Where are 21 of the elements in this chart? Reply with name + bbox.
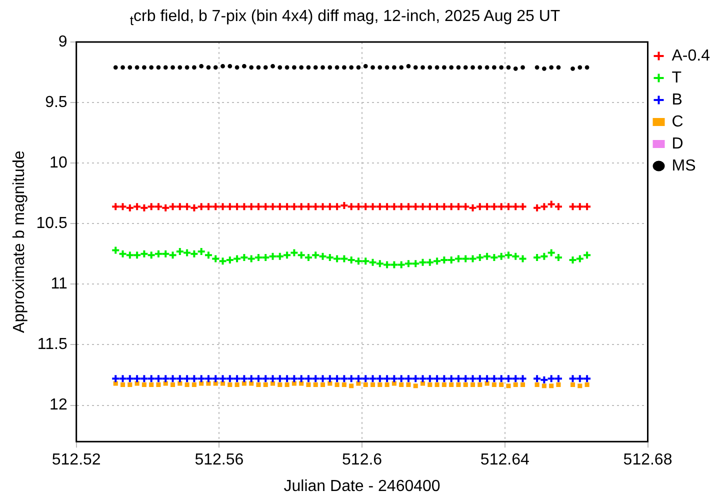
y-tick-label: 11 xyxy=(50,276,68,293)
x-tick-label: 512.64 xyxy=(480,452,530,469)
y-tick-label: 10.5 xyxy=(36,215,68,232)
y-tick-label: 9 xyxy=(58,33,68,50)
x-tick-label: 512.56 xyxy=(194,452,244,469)
legend-label: B xyxy=(672,91,682,108)
y-axis-title: Approximate b magnitude xyxy=(11,150,28,333)
y-tick-label: 11.5 xyxy=(37,336,68,354)
legend-label: T xyxy=(672,69,682,86)
y-tick-label: 9.5 xyxy=(45,94,68,111)
x-axis-title: Julian Date - 2460400 xyxy=(284,478,440,495)
chart-title: $_{t}$crb field, b 7-pix (bin 4x4) diff mag, 12-inch, 2025 Aug 25 UT xyxy=(128,8,562,28)
x-tick-label: 512.68 xyxy=(623,452,672,469)
x-tick-label: 512.52 xyxy=(52,452,101,469)
legend-label: C xyxy=(672,113,684,130)
legend-label: A-0.4 xyxy=(672,47,710,64)
legend-label: MS xyxy=(672,157,696,174)
y-tick-label: 10 xyxy=(50,154,68,172)
legend-label: D xyxy=(672,135,684,152)
y-tick-label: 12 xyxy=(50,396,68,414)
x-tick-label: 512.6 xyxy=(342,452,382,469)
